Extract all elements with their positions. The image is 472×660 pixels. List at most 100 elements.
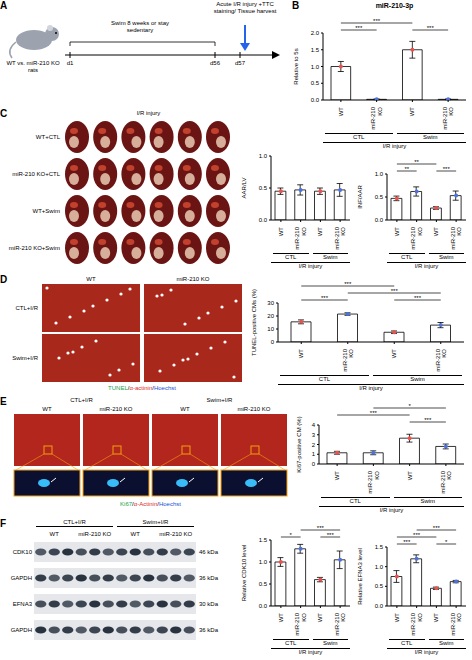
svg-text:KO: KO (377, 107, 383, 116)
svg-text:miR-210: miR-210 (442, 106, 448, 129)
svg-text:1.5: 1.5 (259, 537, 268, 543)
svg-text:KO: KO (374, 471, 380, 480)
svg-text:KO: KO (456, 613, 462, 622)
svg-text:INF/AAR: INF/AAR (357, 185, 363, 209)
svg-text:WT: WT (394, 227, 400, 237)
svg-text:miR-210: miR-210 (435, 348, 441, 371)
svg-text:***: *** (327, 532, 335, 538)
svg-text:1.5: 1.5 (311, 47, 320, 53)
svg-text:WT: WT (278, 227, 284, 237)
svg-text:0.5: 0.5 (311, 80, 320, 86)
svg-text:1.0: 1.0 (259, 153, 268, 159)
svg-text:0.5: 0.5 (375, 194, 384, 200)
svg-text:WT: WT (394, 613, 400, 623)
svg-text:miR-210: miR-210 (294, 226, 300, 249)
svg-text:1.0: 1.0 (375, 171, 384, 177)
svg-text:***: *** (317, 525, 325, 531)
svg-text:***: *** (414, 295, 422, 301)
svg-text:miR-210: miR-210 (450, 612, 456, 635)
svg-text:1.5: 1.5 (375, 544, 384, 550)
svg-text:0.0: 0.0 (259, 603, 268, 609)
svg-text:**: ** (404, 166, 409, 172)
html-text:Swim 8 weeks or stay sedentary: Swim 8 weeks or stay sedentary (111, 20, 169, 33)
svg-text:***: *** (427, 25, 435, 31)
svg-text:WT: WT (433, 227, 439, 237)
svg-text:WT: WT (298, 349, 304, 359)
svg-text:1.0: 1.0 (375, 564, 384, 570)
svg-text:0.0: 0.0 (311, 97, 320, 103)
svg-text:KO: KO (301, 613, 307, 622)
svg-text:Relative CDK10 level: Relative CDK10 level (241, 545, 247, 602)
svg-text:0.0: 0.0 (375, 603, 384, 609)
svg-text:2.0: 2.0 (311, 30, 320, 36)
svg-text:***: *** (373, 18, 381, 24)
svg-text:miR-210: miR-210 (294, 612, 300, 635)
svg-text:miR-210: miR-210 (367, 470, 373, 493)
svg-text:miR-210: miR-210 (334, 226, 340, 249)
svg-text:KO: KO (417, 227, 423, 236)
svg-text:KO: KO (340, 613, 346, 622)
svg-text:KO: KO (417, 613, 423, 622)
svg-text:WT: WT (317, 227, 323, 237)
svg-text:AAR/LV: AAR/LV (241, 178, 247, 199)
svg-text:*: * (408, 403, 411, 409)
svg-text:*: * (445, 539, 448, 545)
svg-text:KO: KO (446, 471, 452, 480)
svg-text:1: 1 (312, 451, 316, 457)
svg-text:0.0: 0.0 (259, 217, 268, 223)
svg-text:TUNEL-positive CMs (%): TUNEL-positive CMs (%) (251, 289, 257, 356)
svg-text:***: *** (370, 410, 378, 416)
svg-text:miR-210: miR-210 (370, 106, 376, 129)
svg-text:KO: KO (441, 349, 447, 358)
svg-text:KO: KO (456, 227, 462, 236)
svg-text:miR-210: miR-210 (410, 226, 416, 249)
svg-text:KO: KO (448, 107, 454, 116)
svg-text:WT: WT (407, 471, 413, 481)
svg-text:WT: WT (334, 471, 340, 481)
svg-text:Relative EFNA3 level: Relative EFNA3 level (357, 548, 363, 605)
svg-text:miR-210: miR-210 (334, 612, 340, 635)
svg-text:KO: KO (301, 227, 307, 236)
svg-text:miR-210: miR-210 (410, 612, 416, 635)
svg-text:3: 3 (312, 432, 316, 438)
svg-text:miR-210: miR-210 (342, 348, 348, 371)
svg-text:WT: WT (409, 107, 415, 117)
svg-text:0.5: 0.5 (259, 581, 268, 587)
svg-text:WT: WT (391, 349, 397, 359)
svg-text:4: 4 (312, 422, 316, 428)
svg-text:***: *** (424, 417, 432, 423)
svg-text:1.0: 1.0 (259, 559, 268, 565)
svg-text:0: 0 (312, 461, 316, 467)
html-text:WT vs. miR-210 KO rats: WT vs. miR-210 KO rats (6, 60, 60, 73)
svg-text:***: *** (344, 281, 352, 287)
svg-text:Relative to 5s: Relative to 5s (293, 48, 299, 84)
svg-text:***: *** (403, 539, 411, 545)
svg-text:10: 10 (267, 326, 274, 332)
svg-text:miR-210: miR-210 (440, 470, 446, 493)
svg-text:***: *** (321, 295, 329, 301)
svg-text:1.0: 1.0 (311, 64, 320, 70)
html-text:Acute I/R injury +TTC staining: Acute I/R injury +TTC staining/ Tissue h… (213, 1, 277, 14)
svg-text:***: *** (413, 532, 421, 538)
svg-text:0.5: 0.5 (259, 185, 268, 191)
svg-text:0.5: 0.5 (375, 583, 384, 589)
svg-text:KO: KO (348, 349, 354, 358)
svg-text:**: ** (414, 159, 419, 165)
svg-text:***: *** (443, 166, 451, 172)
svg-text:0: 0 (271, 339, 275, 345)
svg-text:***: *** (355, 25, 363, 31)
svg-text:2: 2 (312, 442, 316, 448)
svg-text:***: *** (391, 288, 399, 294)
svg-text:20: 20 (267, 313, 274, 319)
svg-text:miR-210: miR-210 (450, 226, 456, 249)
svg-text:30: 30 (267, 300, 274, 306)
svg-text:WT: WT (433, 613, 439, 623)
svg-text:*: * (290, 532, 293, 538)
svg-text:KO: KO (340, 227, 346, 236)
svg-text:WT: WT (317, 613, 323, 623)
svg-text:***: *** (433, 525, 441, 531)
svg-text:WT: WT (278, 613, 284, 623)
svg-text:0.0: 0.0 (375, 217, 384, 223)
svg-text:Ki67-positive CM (%): Ki67-positive CM (%) (296, 416, 302, 472)
svg-text:WT: WT (338, 107, 344, 117)
